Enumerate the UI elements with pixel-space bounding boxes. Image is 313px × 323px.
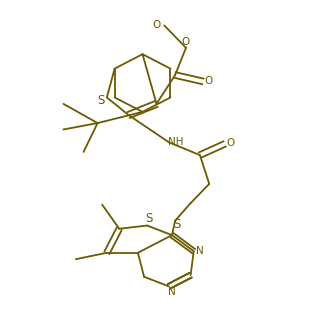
Text: O: O — [182, 37, 190, 47]
Text: N: N — [196, 245, 204, 255]
Text: N: N — [168, 287, 176, 297]
Text: O: O — [152, 20, 161, 30]
Text: O: O — [226, 138, 234, 148]
Text: NH: NH — [168, 137, 183, 147]
Text: S: S — [145, 212, 152, 225]
Text: S: S — [97, 94, 104, 107]
Text: O: O — [204, 77, 213, 87]
Text: S: S — [173, 218, 180, 231]
